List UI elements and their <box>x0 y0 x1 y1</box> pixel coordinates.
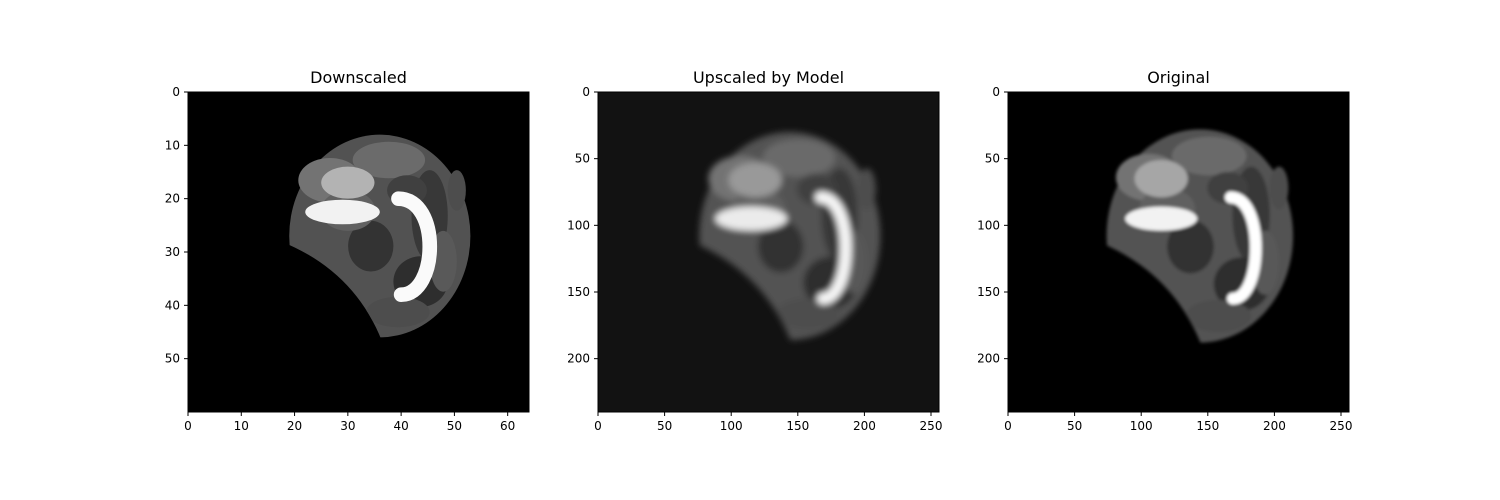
tissue-region <box>1185 300 1252 332</box>
tissue-region <box>1269 166 1289 210</box>
x-tick-label: 0 <box>594 419 602 433</box>
tissue-region <box>758 220 804 273</box>
y-tick-label: 30 <box>165 245 180 259</box>
tissue-region <box>1167 220 1214 274</box>
y-axis-original: 0 50 100 150 200 <box>977 85 1008 366</box>
bright-structure <box>715 206 788 231</box>
image-area-original <box>1007 91 1350 413</box>
x-tick-label: 100 <box>1130 419 1153 433</box>
y-tick-label: 50 <box>985 152 1000 166</box>
y-tick-label: 0 <box>582 85 590 99</box>
bright-structure <box>1224 191 1262 305</box>
x-tick-label: 10 <box>234 419 249 433</box>
y-tick-label: 10 <box>165 138 180 152</box>
tissue-region <box>348 220 394 272</box>
x-tick-label: 50 <box>447 419 462 433</box>
bright-structure <box>321 166 375 199</box>
y-tick-label: 150 <box>977 285 1000 299</box>
y-tick-label: 100 <box>567 218 590 232</box>
x-tick-label: 150 <box>786 419 809 433</box>
image-area-downscaled <box>187 91 530 413</box>
x-tick-label: 20 <box>287 419 302 433</box>
x-tick-label: 200 <box>1263 419 1286 433</box>
panel-title-downscaled: Downscaled <box>310 68 407 87</box>
panel-original: Original 0 50 100 150 200 250 0 50 100 150 200 <box>977 68 1352 433</box>
y-axis-downscaled: 0 10 20 30 40 50 <box>165 85 188 366</box>
x-tick-label: 30 <box>340 419 355 433</box>
image-frame <box>597 91 940 413</box>
y-tick-label: 50 <box>575 152 590 166</box>
panel-upscaled: Upscaled by Model 0 50 100 150 200 250 0 50 100… <box>567 68 942 433</box>
y-tick-label: 150 <box>567 285 590 299</box>
x-axis-upscaled: 0 50 100 150 200 250 <box>594 412 942 433</box>
brain-tissue <box>699 132 881 340</box>
y-tick-label: 0 <box>172 85 180 99</box>
x-tick-label: 0 <box>1004 419 1012 433</box>
tissue-region <box>762 139 836 177</box>
x-tick-label: 150 <box>1196 419 1219 433</box>
x-tick-label: 250 <box>1330 419 1353 433</box>
x-axis-original: 0 50 100 150 200 250 <box>1004 412 1352 433</box>
tissue-region <box>857 168 876 210</box>
tissue-region <box>776 298 840 330</box>
bright-structure <box>728 162 782 198</box>
y-tick-label: 200 <box>977 352 1000 366</box>
x-tick-label: 60 <box>500 419 515 433</box>
x-tick-label: 50 <box>657 419 672 433</box>
x-axis-downscaled: 0 10 20 30 40 50 60 <box>184 412 515 433</box>
bright-structure <box>391 191 438 302</box>
y-axis-upscaled: 0 50 100 150 200 <box>567 85 598 366</box>
tissue-region <box>447 170 466 211</box>
image-frame <box>1007 91 1350 413</box>
y-tick-label: 0 <box>992 85 1000 99</box>
bright-structure <box>814 191 852 305</box>
x-tick-label: 40 <box>393 419 408 433</box>
y-tick-label: 40 <box>165 298 180 312</box>
tissue-region <box>352 141 426 179</box>
x-tick-label: 200 <box>853 419 876 433</box>
y-tick-label: 50 <box>165 352 180 366</box>
panel-title-upscaled: Upscaled by Model <box>693 68 844 87</box>
bright-structure <box>1134 160 1188 198</box>
bright-structure <box>1125 206 1198 231</box>
tissue-region <box>1171 136 1247 176</box>
x-tick-label: 0 <box>184 419 192 433</box>
tissue-region <box>366 296 430 328</box>
y-tick-label: 200 <box>567 352 590 366</box>
panel-title-original: Original <box>1147 68 1210 87</box>
x-tick-label: 100 <box>720 419 743 433</box>
brain-image-upscaled <box>699 132 881 340</box>
y-tick-label: 20 <box>165 192 180 206</box>
x-tick-label: 50 <box>1067 419 1082 433</box>
image-area-upscaled <box>597 91 940 413</box>
bright-structure <box>305 199 380 225</box>
x-tick-label: 250 <box>920 419 943 433</box>
y-tick-label: 100 <box>977 218 1000 232</box>
panel-downscaled: Downscaled 0 10 20 30 40 50 60 0 10 20 30 40 50 <box>165 68 530 433</box>
